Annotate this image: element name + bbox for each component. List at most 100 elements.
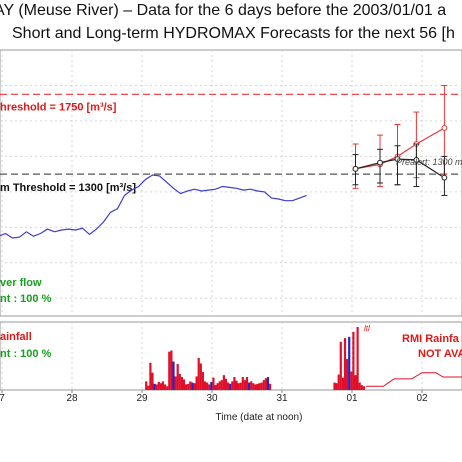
chart-title-line1: AY (Meuse River) – Data for the 6 days b… — [0, 2, 447, 19]
forecast-point — [413, 157, 420, 163]
rain-bar — [170, 350, 173, 390]
rain-bar — [260, 382, 263, 390]
x-axis-ticks: 7 28 29 30 31 01 02 — [0, 390, 428, 404]
rain-bar — [348, 336, 351, 390]
rmi-forecast-line — [366, 372, 462, 387]
forecast-point — [394, 156, 401, 162]
x-tick-label: 01 — [346, 393, 358, 404]
x-tick-label: 28 — [66, 393, 78, 404]
rain-bar — [174, 376, 177, 390]
x-tick-label: 30 — [206, 393, 218, 404]
rain-bar — [199, 363, 202, 390]
rain-bar — [341, 377, 344, 390]
rain-bar — [187, 383, 190, 390]
prealert-label: Prealert: 1300 m — [396, 157, 462, 167]
rain-bar — [161, 381, 165, 390]
x-tick-label: 7 — [0, 393, 5, 404]
chart-title-line2: Short and Long-term HYDROMAX Forecasts f… — [12, 25, 455, 42]
x-axis-label: Time (date at noon) — [216, 412, 303, 423]
rain-bar — [354, 375, 357, 390]
rain-bar — [346, 359, 349, 390]
rain-bar — [203, 381, 207, 390]
rain-panel-frame — [0, 321, 462, 391]
forecast-series — [352, 84, 448, 196]
rain-bar — [208, 384, 211, 390]
rain-bar — [220, 380, 223, 390]
rain-bar — [337, 374, 340, 390]
rain-bar — [269, 383, 272, 390]
rain-bar — [360, 385, 363, 390]
rain-bar — [356, 326, 359, 390]
river-flow-percent: nt : 100 % — [0, 293, 52, 305]
rmi-tag: ltl — [364, 324, 370, 333]
rain-bar — [193, 383, 196, 390]
rain-bar — [241, 377, 244, 390]
rain-bar — [151, 372, 154, 390]
rainfall-label: ainfall — [0, 331, 32, 343]
rain-bar — [343, 338, 347, 390]
flow-grid — [0, 50, 462, 316]
x-tick-label: 29 — [136, 393, 148, 404]
x-tick-label: 02 — [416, 393, 428, 404]
rain-bar — [339, 341, 342, 390]
rain-bar — [258, 383, 261, 390]
rain-bar — [178, 373, 181, 390]
rainfall-percent: nt : 100 % — [0, 348, 52, 360]
rain-bar — [227, 382, 230, 390]
rain-bar — [168, 351, 171, 390]
rain-bar — [235, 380, 238, 390]
alert-threshold-label: m Threshold = 1300 [m³/s] — [0, 182, 136, 194]
x-tick-label: 31 — [276, 393, 288, 404]
rain-bar — [159, 383, 162, 390]
rain-bar — [166, 386, 169, 390]
rain-bar — [252, 383, 255, 390]
rain-bar — [266, 377, 270, 390]
forecast-point — [352, 165, 359, 172]
alarm-threshold-label: hreshold = 1750 [m³/s] — [0, 101, 117, 113]
rain-bar — [254, 384, 257, 390]
rain-bar — [216, 383, 219, 390]
rain-bar — [231, 381, 234, 390]
observed-flow-line — [0, 174, 307, 239]
rain-bar — [201, 372, 204, 390]
forecast-point — [441, 174, 448, 181]
forecast-point — [441, 125, 448, 131]
rain-bar — [191, 382, 194, 390]
rain-bar — [264, 378, 267, 390]
rain-bar — [333, 382, 336, 390]
rain-bar — [214, 385, 217, 390]
rain-bar — [212, 377, 215, 390]
rmi-rainfall-label: RMI Rainfa — [402, 333, 460, 345]
rain-bar — [180, 377, 183, 390]
rain-bar — [164, 384, 167, 390]
rain-bar — [145, 381, 148, 390]
rain-bar — [362, 386, 365, 390]
rain-bar — [182, 379, 186, 390]
rmi-not-available-label: NOT AVA — [418, 348, 462, 360]
rain-bar — [149, 362, 152, 390]
rain-bar — [358, 382, 361, 390]
rain-bar — [176, 364, 179, 390]
rain-bar — [210, 381, 213, 390]
rain-bar — [155, 384, 158, 390]
rain-bar — [245, 377, 249, 390]
rain-bar — [350, 371, 353, 390]
rain-bar — [185, 384, 188, 390]
rain-bar — [248, 382, 251, 390]
rain-bar — [250, 381, 253, 390]
rain-bar — [218, 381, 221, 390]
rain-bar — [224, 378, 228, 390]
rain-bar — [172, 361, 175, 390]
forecast-point — [377, 159, 383, 166]
rain-series — [145, 326, 462, 390]
rain-bar — [147, 385, 150, 390]
rain-bar — [256, 383, 259, 390]
rain-bar — [229, 383, 232, 390]
rain-grid — [1, 322, 423, 390]
flow-series — [0, 174, 307, 239]
rain-bar — [153, 383, 156, 390]
rain-bar — [239, 382, 242, 390]
rain-bar — [195, 376, 198, 390]
rain-bar — [233, 377, 236, 390]
